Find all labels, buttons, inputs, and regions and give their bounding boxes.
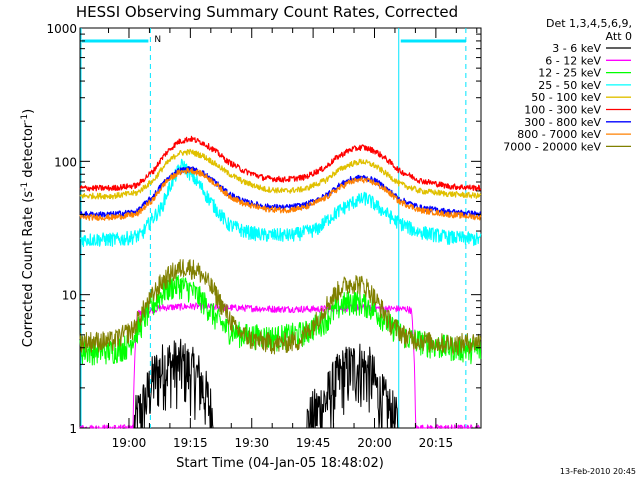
legend-item-label: 6 - 12 keV <box>545 54 601 67</box>
x-axis-label: Start Time (04-Jan-05 18:48:02) <box>176 456 384 471</box>
series-line <box>79 259 482 355</box>
legend-item-label: 800 - 7000 keV <box>517 128 601 141</box>
series-line <box>79 148 482 200</box>
y-tick-label: 1000 <box>46 22 77 36</box>
series-line <box>79 272 482 366</box>
y-tick-label: 10 <box>62 289 77 303</box>
series-line <box>79 167 482 221</box>
legend-item-label: 3 - 6 keV <box>552 42 601 55</box>
y-axis-label-part2: detector <box>21 122 36 182</box>
y-axis-label-part1: Corrected Count Rate (s <box>21 191 36 348</box>
x-axis: 19:00 19:15 19:30 19:45 20:00 20:15 <box>108 28 478 450</box>
y-tick-label: 1 <box>69 422 77 436</box>
attenuator-marker-label: N <box>154 35 161 45</box>
x-tick-label: 19:45 <box>296 436 331 450</box>
legend-item-label: 50 - 100 keV <box>531 91 601 104</box>
x-tick-label: 19:30 <box>234 436 269 450</box>
y-tick-label: 100 <box>54 155 77 169</box>
chart-title: HESSI Observing Summary Count Rates, Cor… <box>76 3 458 21</box>
legend-header-line2: Att 0 <box>606 30 632 43</box>
y-axis: 1 10 100 1000 <box>46 22 481 436</box>
series-line <box>80 338 481 429</box>
series-line <box>79 158 482 248</box>
plot-area: 19:00 19:15 19:30 19:45 20:00 20:15 1 10 100 100… <box>46 22 482 450</box>
series-line <box>79 135 482 192</box>
legend-header-line1: Det 1,3,4,5,6,9, <box>546 17 632 30</box>
x-tick-label: 20:00 <box>357 436 392 450</box>
footer-date: 13-Feb-2010 20:45 <box>560 467 636 476</box>
legend-item-label: 25 - 50 keV <box>538 79 601 92</box>
y-axis-label-sup1: -1 <box>20 182 30 191</box>
legend-item-label: 12 - 25 keV <box>538 67 601 80</box>
x-tick-label: 19:00 <box>112 436 147 450</box>
legend-item-label: 300 - 800 keV <box>524 116 601 129</box>
series-layer <box>79 135 482 429</box>
y-axis-label: Corrected Count Rate (s-1 detector-1) <box>20 109 36 347</box>
y-axis-label-sup2: -1 <box>20 114 30 123</box>
y-axis-label-part3: ) <box>21 109 36 114</box>
x-tick-label: 20:15 <box>419 436 454 450</box>
legend-item-label: 7000 - 20000 keV <box>503 140 601 153</box>
legend-item-label: 100 - 300 keV <box>524 104 601 117</box>
x-tick-label: 19:15 <box>173 436 208 450</box>
